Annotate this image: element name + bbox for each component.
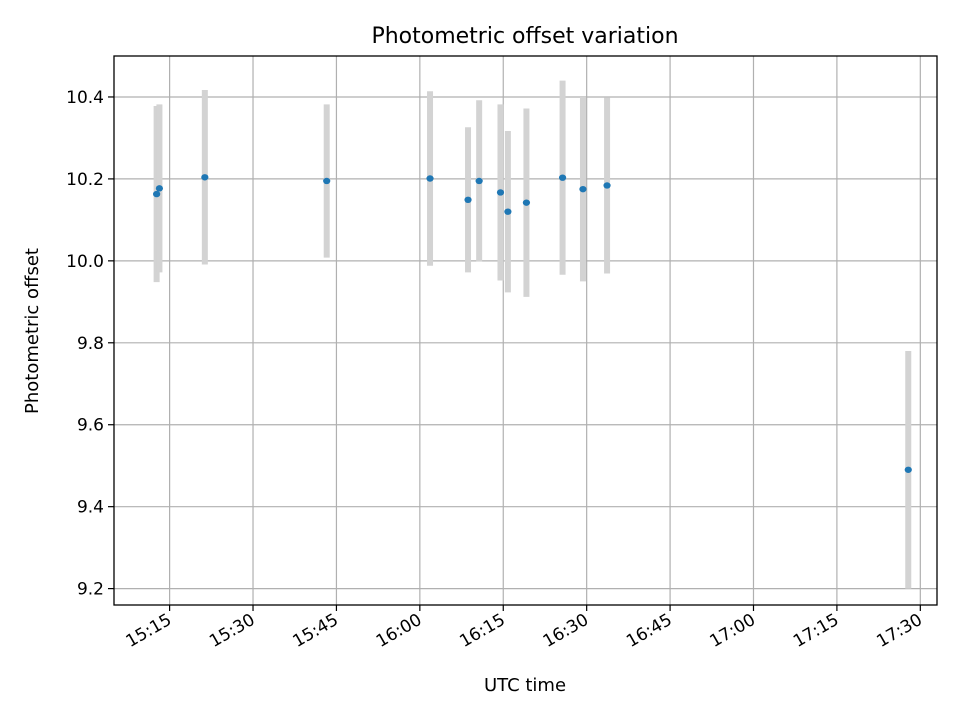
data-point	[155, 185, 164, 192]
data-point	[504, 208, 512, 215]
x-axis-label: UTC time	[484, 675, 566, 696]
chart-title: Photometric offset variation	[371, 24, 678, 49]
data-point	[522, 199, 531, 206]
data-point	[475, 177, 483, 185]
data-point	[323, 177, 331, 185]
data-point	[201, 174, 209, 181]
data-point	[496, 189, 505, 196]
y-tick-label: 9.2	[77, 580, 104, 600]
data-point	[153, 190, 161, 198]
data-point	[426, 175, 434, 182]
y-tick-label: 9.8	[77, 334, 104, 354]
y-axis-ticks: 9.2 9.4 9.6 9.8 10.0 10.2 10.4	[66, 88, 114, 600]
y-tick-label: 9.6	[77, 416, 104, 436]
plot-frame	[113, 55, 938, 606]
data-point	[558, 174, 567, 181]
y-tick-label: 10.0	[66, 252, 104, 272]
y-tick-label: 10.4	[66, 88, 104, 108]
data-point	[904, 466, 912, 473]
data-point	[603, 182, 611, 189]
y-tick-label: 9.4	[77, 498, 104, 518]
y-tick-label: 10.2	[66, 170, 104, 190]
y-axis-label: Photometric offset	[22, 248, 43, 414]
data-point	[464, 196, 472, 204]
data-point	[579, 185, 587, 193]
data-points	[153, 174, 912, 473]
